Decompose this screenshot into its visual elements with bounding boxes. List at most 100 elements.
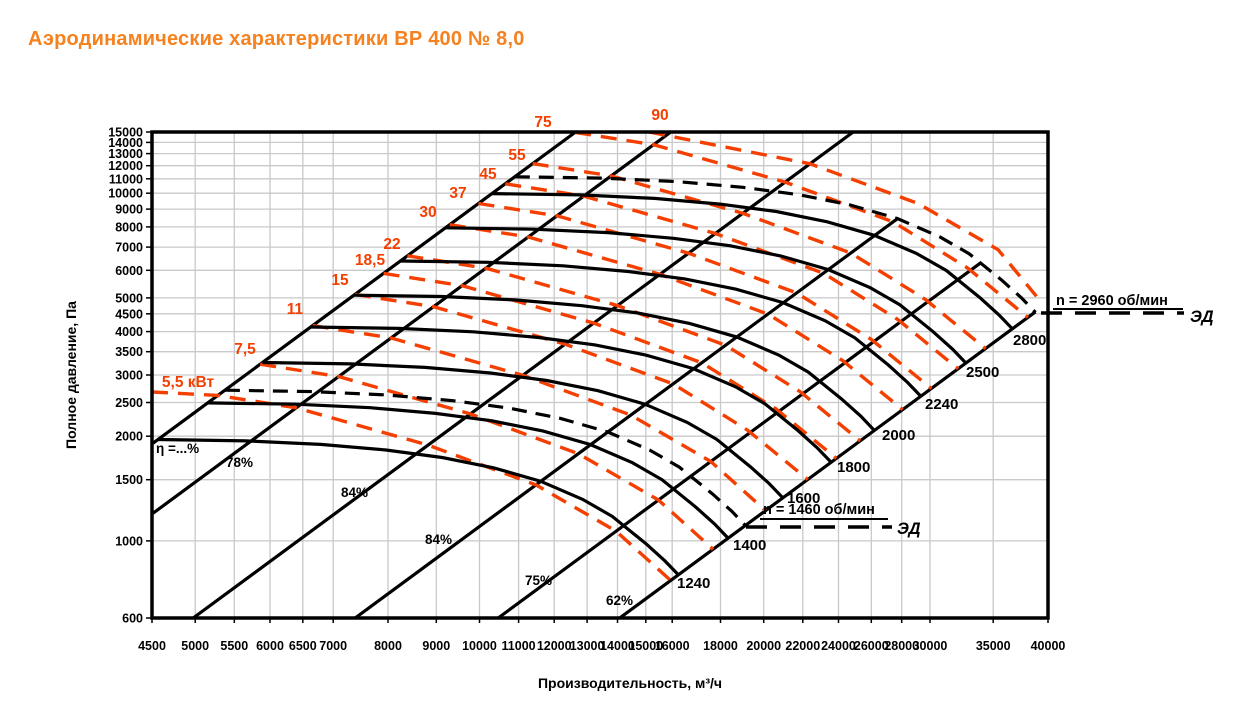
x-tick-label: 20000 — [746, 639, 781, 653]
power-label-15: 15 — [331, 272, 349, 289]
y-tick-label: 6000 — [115, 264, 143, 278]
y-tick-label: 600 — [122, 612, 143, 626]
rpm-curve-2800 — [491, 192, 1014, 331]
y-tick-label: 2000 — [115, 430, 143, 444]
efficiency-label-2: 84% — [341, 485, 368, 500]
motor-ed-label-0: ЭД — [1190, 308, 1214, 326]
page-title: Аэродинамические характеристики ВР 400 №… — [28, 28, 525, 50]
motor-speed-lines: n = 2960 об/мин ЭД n = 1460 об/мин ЭД — [746, 293, 1214, 538]
power-curve-5-5 — [151, 390, 672, 582]
rpm-label-1600: 1600 — [787, 490, 820, 507]
x-tick-label: 16000 — [655, 639, 690, 653]
power-label-55: 55 — [508, 147, 526, 164]
x-tick-label: 30000 — [913, 639, 948, 653]
plot-border — [150, 130, 1050, 620]
rpm-curve-2000 — [353, 293, 876, 432]
power-label-18-5: 18,5 — [355, 252, 386, 269]
rpm-label-2240: 2240 — [925, 396, 958, 413]
x-tick-label: 40000 — [1031, 639, 1066, 653]
x-tick-label: 14000 — [600, 639, 635, 653]
x-tick-label: 12000 — [537, 639, 572, 653]
y-tick-label: 13000 — [108, 147, 143, 161]
power-curve-22 — [407, 254, 862, 443]
x-tick-label: 5000 — [181, 639, 209, 653]
rpm-label-2000: 2000 — [882, 427, 915, 444]
efficiency-labels: η =...% 78% 84% 84% 75% 62% — [156, 441, 633, 608]
power-label-75: 75 — [534, 114, 552, 131]
power-label-90: 90 — [651, 107, 668, 124]
power-label-45: 45 — [479, 166, 497, 183]
motor-speed-label-0: n = 2960 об/мин — [1056, 293, 1168, 309]
y-tick-label: 7000 — [115, 241, 143, 255]
power-curve-30 — [449, 223, 904, 411]
efficiency-line-3 — [354, 217, 899, 620]
efficiency-label-0: η =...% — [156, 441, 199, 456]
x-tick-label: 22000 — [785, 639, 820, 653]
y-tick-label: 5000 — [115, 291, 143, 305]
efficiency-label-3: 84% — [425, 532, 452, 547]
power-label-30: 30 — [419, 204, 436, 221]
x-tick-labels: 4500 5000 5500 6000 6500 7000 8000 9000 10000 110… — [138, 639, 1065, 653]
y-tick-label: 2500 — [115, 396, 143, 410]
y-tick-label: 8000 — [115, 220, 143, 234]
x-tick-label: 15000 — [628, 639, 663, 653]
y-tick-label: 1000 — [115, 534, 143, 548]
y-tick-label: 11000 — [109, 172, 143, 186]
rpm-curve-1600 — [262, 360, 785, 500]
efficiency-label-1: 78% — [226, 455, 253, 470]
rpm-curve-1240 — [157, 437, 680, 577]
y-tick-label: 1500 — [115, 473, 143, 487]
x-tick-label: 4500 — [138, 639, 166, 653]
power-label-11: 11 — [287, 301, 304, 318]
efficiency-label-5: 62% — [606, 593, 633, 608]
x-tick-label: 28000 — [884, 639, 919, 653]
efficiency-line-5 — [618, 310, 1037, 620]
rpm-label-1400: 1400 — [733, 537, 766, 554]
power-curve-7-5 — [259, 362, 715, 551]
y-tick-label: 14000 — [108, 136, 143, 150]
x-axis-title: Производительность, м³/ч — [538, 675, 722, 691]
rpm-curve-1460 — [224, 388, 747, 527]
x-tick-label: 6500 — [289, 639, 317, 653]
rpm-curve-1800 — [310, 325, 833, 464]
power-curve-labels: 5,5 кВт 7,5 11 15 18,522 30 37 45 55 75 90 — [162, 107, 669, 391]
power-curve-55 — [532, 161, 987, 350]
x-tick-label: 7000 — [319, 639, 347, 653]
power-label-37: 37 — [449, 185, 466, 202]
x-tick-label: 26000 — [854, 639, 889, 653]
x-tick-label: 24000 — [821, 639, 856, 653]
power-curve-37 — [478, 201, 933, 390]
y-tick-label: 15000 — [108, 126, 143, 140]
rpm-label-2500: 2500 — [966, 364, 999, 381]
x-tick-label: 18000 — [703, 639, 738, 653]
x-tick-label: 11000 — [502, 639, 536, 653]
y-tick-label: 3500 — [115, 345, 143, 359]
power-label-5-5: 5,5 кВт — [162, 374, 215, 391]
power-curve-11 — [312, 323, 767, 512]
rpm-curve-2960 — [514, 175, 1037, 314]
rpm-label-1800: 1800 — [837, 459, 870, 476]
x-tick-label: 13000 — [570, 639, 605, 653]
power-curve-18-5 — [383, 271, 838, 460]
y-tick-label: 4500 — [115, 307, 143, 321]
y-tick-labels: 600 1000 1500 2000 2500 3000 3500 4000 4500 5000 6… — [108, 126, 143, 626]
efficiency-line-0 — [151, 130, 577, 446]
efficiency-label-4: 75% — [525, 573, 552, 588]
rpm-curve-2240 — [400, 259, 923, 398]
y-tick-label: 12000 — [108, 159, 143, 173]
x-tick-label: 35000 — [976, 639, 1011, 653]
power-label-22: 22 — [383, 236, 400, 253]
x-tick-label: 6000 — [256, 639, 284, 653]
rpm-curves — [157, 175, 1037, 577]
axis-tick-marks — [146, 131, 1049, 623]
rpm-label-2800: 2800 — [1013, 332, 1046, 349]
power-curve-90 — [648, 130, 1045, 306]
y-tick-label: 3000 — [115, 369, 143, 383]
rpm-curve-labels: 2800 2500 2240 2000 1800 1600 1400 1240 — [677, 332, 1046, 592]
x-tick-label: 10000 — [462, 639, 497, 653]
power-curves — [151, 130, 1045, 582]
rpm-curve-2500 — [445, 226, 968, 365]
motor-speed-label-1: n = 1460 об/мин — [763, 502, 875, 518]
x-tick-label: 9000 — [422, 639, 450, 653]
